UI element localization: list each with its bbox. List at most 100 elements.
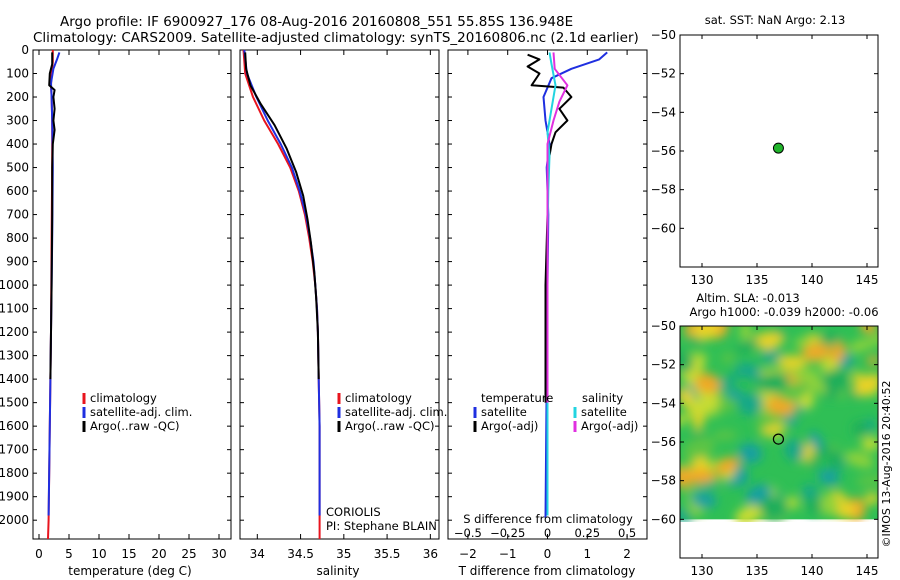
- x-tick-label: 0: [544, 547, 552, 561]
- sla-blob: [680, 350, 694, 373]
- legend-label-s-argo: Argo(-adj): [581, 419, 638, 433]
- map-x-tick-label: 140: [801, 273, 824, 287]
- x-tick-label: 34: [250, 547, 265, 561]
- profile-series: [47, 49, 608, 540]
- map-x-tick-label: 135: [746, 564, 769, 578]
- x-tick-label: −2: [459, 547, 477, 561]
- y-tick-label: 2000: [0, 513, 29, 527]
- map-x-tick-label: 145: [856, 564, 879, 578]
- map-y-tick-label: −54: [651, 396, 676, 410]
- y-tick-label: 1700: [0, 443, 29, 457]
- x-tick-label: 35: [336, 547, 351, 561]
- x-tick-label: 25: [181, 547, 196, 561]
- sla-blob: [864, 493, 878, 505]
- sla-blob: [858, 334, 878, 350]
- sla-blob: [695, 373, 721, 394]
- sla-blob: [693, 326, 720, 341]
- series-line: [546, 52, 569, 403]
- x-tick-label: 10: [91, 547, 106, 561]
- sla-blob: [688, 407, 708, 418]
- y-tick-label: 0: [21, 43, 29, 57]
- map-y-tick-label: −50: [651, 28, 676, 42]
- sla-blob: [861, 437, 878, 451]
- map-x-tick-label: 130: [691, 564, 714, 578]
- y-tick-label: 200: [6, 90, 29, 104]
- temperature-panel-frame: [32, 49, 232, 540]
- x-tick-label: 20: [151, 547, 166, 561]
- map-y-tick-label: −58: [651, 183, 676, 197]
- temperature-xlabel: temperature (deg C): [68, 564, 191, 578]
- sla-blob: [844, 451, 875, 468]
- legend-label-s-satellite: satellite: [581, 405, 627, 419]
- sla-blob: [721, 352, 735, 364]
- sla-blob: [760, 423, 786, 437]
- sla-blob: [818, 493, 840, 516]
- series-line: [244, 52, 320, 380]
- legend-label-argo: Argo(..raw -QC): [345, 419, 435, 433]
- sla-blob: [784, 438, 805, 462]
- sla-blob: [683, 436, 715, 463]
- legend-label-climatology: climatology: [345, 391, 412, 405]
- map-y-tick-label: −56: [651, 144, 676, 158]
- temperature-axes: 0 5 10 15 20 25 300100200300400500600700800900…: [0, 43, 231, 561]
- y-tick-label: 1900: [0, 490, 29, 504]
- y-tick-label: 700: [6, 208, 29, 222]
- legend-header-salinity: salinity: [582, 391, 623, 405]
- map-y-tick-label: −56: [651, 435, 676, 449]
- imos-timestamp: ©IMOS 13-Aug-2016 20:40:52: [880, 381, 893, 548]
- sla-blob: [827, 450, 842, 470]
- sla-blob: [806, 495, 822, 516]
- sla-map-subtitle: Argo h1000: -0.039 h2000: -0.06: [689, 305, 878, 319]
- temperature-legend: climatology satellite-adj. clim. Argo(..…: [82, 391, 192, 433]
- x-tick-label: 34.5: [287, 547, 314, 561]
- map-y-tick-label: −50: [651, 319, 676, 333]
- sla-blob: [715, 457, 740, 475]
- sla-blob: [801, 343, 833, 360]
- sst-map-title: sat. SST: NaN Argo: 2.13: [705, 13, 846, 27]
- data-centre-label: CORIOLIS: [326, 505, 381, 519]
- y-tick-label: 1400: [0, 372, 29, 386]
- s-diff-tick-label: 0.25: [574, 526, 600, 540]
- y-tick-label: 600: [6, 184, 29, 198]
- legend-label-satellite: satellite-adj. clim.: [90, 405, 192, 419]
- salinity-legend: climatology satellite-adj. clim. Argo(..…: [337, 391, 447, 433]
- y-tick-label: 1500: [0, 396, 29, 410]
- sla-blob: [852, 420, 869, 437]
- map-x-tick-label: 145: [856, 273, 879, 287]
- legend-label-t-argo: Argo(-adj): [481, 419, 538, 433]
- y-tick-label: 500: [6, 161, 29, 175]
- x-tick-label: 5: [65, 547, 73, 561]
- sla-blob: [777, 355, 808, 368]
- salinity-axes: 34 34.5 35 35.5 36: [240, 49, 439, 561]
- sla-blob: [853, 373, 878, 396]
- sla-blob: [866, 355, 878, 366]
- map-y-tick-label: −60: [651, 221, 676, 235]
- sla-blob: [690, 491, 717, 508]
- legend-label-t-satellite: satellite: [481, 405, 527, 419]
- sla-blob: [680, 507, 693, 522]
- x-tick-label: 36: [423, 547, 438, 561]
- sla-blob: [793, 337, 814, 348]
- map-y-tick-label: −60: [651, 512, 676, 526]
- sla-blob: [823, 388, 840, 400]
- map-y-tick-label: −52: [651, 67, 676, 81]
- sla-blob: [784, 415, 798, 426]
- sla-blob: [760, 349, 783, 363]
- sla-blob: [822, 368, 849, 392]
- sla-blob: [809, 456, 821, 469]
- t-difference-xlabel: T difference from climatology: [458, 564, 636, 578]
- map-x-tick-label: 130: [691, 273, 714, 287]
- sla-blob: [712, 430, 738, 441]
- x-tick-label: −1: [499, 547, 517, 561]
- sla-blob: [780, 382, 810, 402]
- y-tick-label: 1100: [0, 302, 29, 316]
- sla-blob: [817, 469, 840, 486]
- sla-blob: [734, 504, 763, 522]
- sla-blob: [683, 469, 716, 484]
- float-position-marker: [772, 433, 785, 445]
- difference-axes: −2 −1 0 1 2 −0.5 −0.25 0 0.25 0.5: [448, 49, 647, 561]
- float-position-marker: [772, 142, 784, 154]
- map-y-tick-label: −58: [651, 474, 676, 488]
- y-tick-label: 1000: [0, 278, 29, 292]
- legend-label-satellite: satellite-adj. clim.: [345, 405, 447, 419]
